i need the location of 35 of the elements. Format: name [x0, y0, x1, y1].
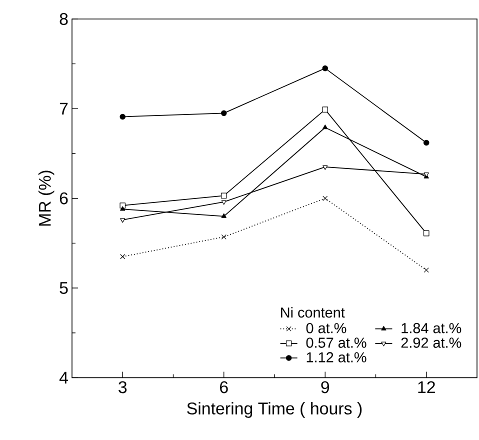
- point: [220, 192, 227, 199]
- point: [424, 268, 429, 273]
- legend-label: 0 at.%: [306, 323, 346, 334]
- point: [120, 254, 126, 260]
- legend-title: Ni content: [281, 307, 345, 318]
- point: [120, 206, 126, 211]
- x-axis-title: Sintering Time ( hours ): [187, 402, 362, 418]
- point: [221, 234, 226, 240]
- point: [220, 110, 227, 116]
- point: [120, 114, 126, 120]
- y-tick-label: 7: [60, 102, 68, 114]
- y-axis-title: MR (%): [38, 170, 54, 226]
- x-tick-label: 9: [321, 381, 330, 394]
- legend-label: 1.84 at.%: [402, 323, 462, 334]
- point: [322, 65, 328, 72]
- legend-label: 0.57 at.%: [306, 338, 366, 348]
- point: [423, 140, 430, 146]
- point: [322, 106, 328, 112]
- legend-label: 1.12 at.%: [306, 352, 366, 362]
- point: [120, 218, 126, 223]
- point: [322, 196, 328, 201]
- x-tick-label: 6: [220, 381, 228, 394]
- y-tick-label: 8: [60, 13, 68, 25]
- x-tick-label: 3: [118, 381, 127, 394]
- point: [120, 202, 126, 208]
- y-tick-label: 6: [60, 192, 68, 204]
- y-tick-label: 5: [60, 282, 68, 294]
- point: [221, 213, 226, 218]
- point: [221, 200, 226, 205]
- x-tick-label: 12: [418, 381, 435, 394]
- point: [322, 165, 328, 170]
- point: [322, 124, 328, 130]
- legend-label: 2.92 at.%: [401, 338, 462, 348]
- point: [423, 230, 430, 236]
- y-tick-label: 4: [59, 372, 68, 384]
